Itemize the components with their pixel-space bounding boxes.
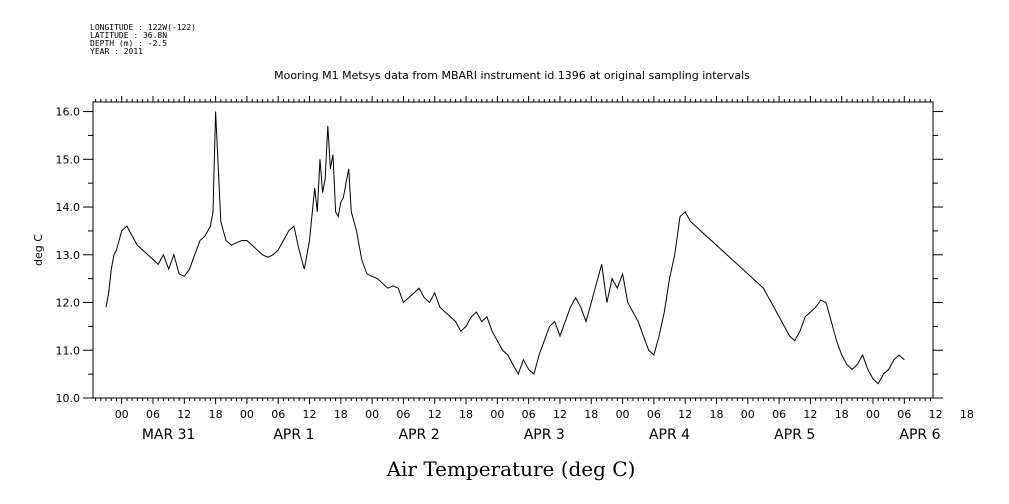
y-tick-labels: 10.0 11.0 12.0 13.0 14.0 15.0 16.0: [56, 106, 81, 405]
axis-ticks: [83, 96, 943, 404]
x-day-label: APR 4: [649, 427, 690, 443]
x-day-labels: MAR 31 APR 1 APR 2 APR 3 APR 4 APR 5 APR 6: [142, 427, 941, 443]
x-tick-label: 00: [741, 408, 755, 421]
header-longitude: LONGITUDE : 122W(-122): [90, 23, 196, 32]
y-tick-label: 13.0: [56, 249, 81, 262]
x-day-label: APR 1: [273, 427, 314, 443]
y-tick-label: 10.0: [56, 392, 81, 405]
y-tick-label: 12.0: [56, 297, 81, 310]
air-temperature-series-line: [105, 111, 905, 385]
x-tick-label: 00: [115, 408, 129, 421]
plot-frame: [92, 101, 934, 399]
header-latitude: LATITUDE : 36.8N: [90, 31, 168, 40]
x-tick-label: 12: [929, 408, 943, 421]
x-tick-label: 00: [365, 408, 379, 421]
x-day-label: APR 2: [399, 427, 440, 443]
chart-title: Mooring M1 Metsys data from MBARI instru…: [274, 69, 750, 82]
x-tick-label: 06: [772, 408, 786, 421]
x-tick-label: 06: [146, 408, 160, 421]
y-tick-label: 16.0: [56, 106, 81, 119]
x-tick-label: 00: [240, 408, 254, 421]
x-tick-label: 18: [334, 408, 348, 421]
x-day-label: MAR 31: [142, 427, 196, 443]
x-tick-label: 06: [396, 408, 410, 421]
x-tick-label: 18: [209, 408, 223, 421]
y-tick-label: 11.0: [56, 344, 81, 357]
y-tick-label: 15.0: [56, 153, 81, 166]
x-tick-label: 12: [428, 408, 442, 421]
x-tick-label: 18: [584, 408, 598, 421]
x-tick-label: 12: [303, 408, 317, 421]
x-tick-label: 18: [459, 408, 473, 421]
x-tick-label: 00: [490, 408, 504, 421]
x-tick-label: 12: [803, 408, 817, 421]
x-tick-label: 18: [709, 408, 723, 421]
x-tick-label: 06: [271, 408, 285, 421]
x-axis-label: Air Temperature (deg C): [386, 457, 636, 481]
x-tick-label: 06: [522, 408, 536, 421]
x-tick-label: 12: [678, 408, 692, 421]
x-tick-label: 12: [177, 408, 191, 421]
header-depth: DEPTH (m) : -2.5: [90, 39, 168, 48]
x-tick-label: 00: [616, 408, 630, 421]
x-day-label: APR 6: [899, 427, 940, 443]
x-tick-labels: 00 06 12 18 00 06 12 18 00 06 12 18 00 06 12 18 00 06 12 18…: [115, 408, 974, 421]
x-tick-label: 18: [960, 408, 974, 421]
x-day-label: APR 5: [774, 427, 815, 443]
y-axis-label: deg C: [32, 234, 45, 266]
x-tick-label: 18: [835, 408, 849, 421]
x-tick-label: 06: [897, 408, 911, 421]
x-day-label: APR 3: [524, 427, 565, 443]
y-tick-label: 14.0: [56, 201, 81, 214]
header-year: YEAR : 2011: [90, 47, 143, 56]
x-tick-label: 00: [866, 408, 880, 421]
x-tick-label: 06: [647, 408, 661, 421]
x-tick-label: 12: [553, 408, 567, 421]
